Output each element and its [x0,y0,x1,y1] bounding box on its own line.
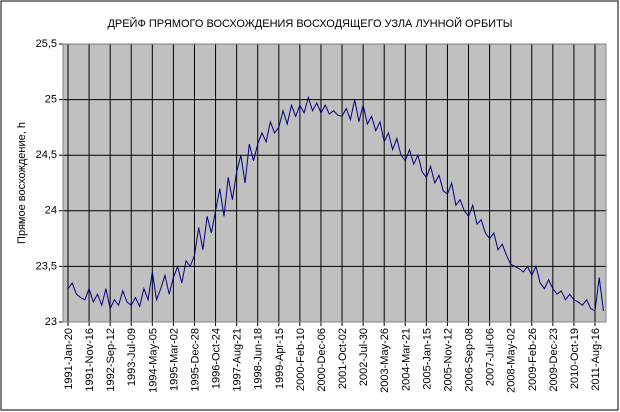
x-tick-label: 1996-Oct-24 [211,328,223,389]
x-tick-label: 1993-Jul-09 [126,328,138,386]
x-tick-label: 2009-Dec-23 [548,328,560,392]
x-tick-label: 2003-May-26 [379,328,391,393]
plot-area [62,43,607,323]
y-axis-title: Прямое восхождение, h [16,122,28,244]
y-tick-label: 23,5 [36,260,57,272]
data-line [67,95,604,312]
chart-title: ДРЕЙФ ПРЯМОГО ВОСХОЖДЕНИЯ ВОСХОДЯЩЕГО УЗ… [107,17,512,30]
x-tick-label: 2002-Jul-30 [358,328,370,386]
x-tick-label: 1998-Jun-18 [253,328,265,390]
x-tick-label: 1991-Jan-20 [63,328,75,390]
x-tick-label: 2011-Aug-16 [590,328,602,391]
y-tick-label: 24,5 [36,149,57,161]
x-tick-label: 2000-Feb-10 [295,328,307,391]
x-tick-label: 1997-Aug-21 [232,328,244,392]
x-tick-label: 2009-Feb-26 [527,328,539,391]
x-tick-label: 2006-Sep-08 [464,328,476,392]
y-tick-label: 23 [45,316,57,328]
x-tick-label: 2008-May-02 [506,328,518,393]
x-tick-label: 2005-Jan-15 [421,328,433,390]
x-tick-label: 1994-May-05 [147,328,159,393]
x-tick-label: 1992-Sep-12 [105,328,117,392]
x-tick-label: 2005-Nov-12 [442,328,454,392]
y-tick-label: 24 [45,205,57,217]
x-tick-label: 2007-Jul-06 [485,328,497,386]
x-tick-label: 2000-Dec-06 [316,328,328,392]
x-tick-label: 1995-Dec-28 [189,328,201,392]
x-tick-label: 2004-Mar-21 [400,328,412,391]
x-tick-label: 1995-Mar-02 [168,328,180,391]
x-tick-label: 2001-Oct-02 [337,328,349,389]
y-tick-label: 25,5 [36,38,57,50]
y-tick-label: 25 [45,94,57,106]
x-tick-label: 2010-Oct-19 [569,328,581,389]
x-tick-label: 1999-Apr-15 [274,328,286,389]
x-tick-label: 1991-Nov-16 [84,328,96,392]
plot-frame [62,43,607,323]
